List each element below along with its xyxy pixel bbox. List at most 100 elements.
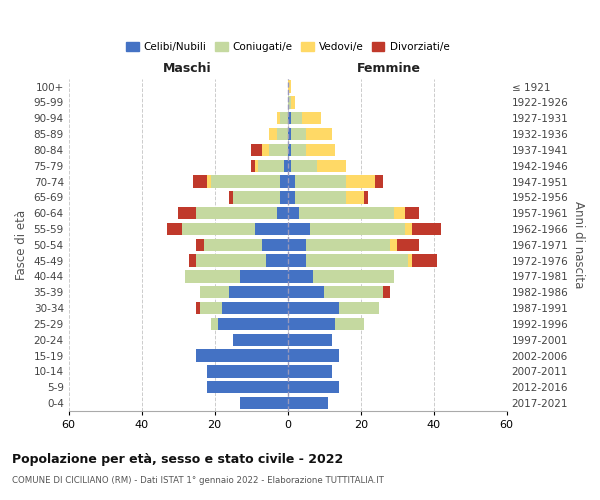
Bar [346, 176, 376, 188]
Bar [204, 238, 262, 251]
Bar [404, 223, 412, 235]
Bar [189, 254, 196, 267]
Bar [280, 112, 287, 124]
Bar [262, 144, 269, 156]
Bar [394, 207, 404, 220]
Bar [292, 160, 317, 172]
Bar [208, 381, 287, 394]
Bar [287, 144, 292, 156]
Bar [193, 176, 208, 188]
Bar [404, 207, 419, 220]
Bar [280, 191, 287, 203]
Bar [299, 207, 394, 220]
Bar [287, 238, 306, 251]
Bar [287, 381, 339, 394]
Y-axis label: Fasce di età: Fasce di età [15, 210, 28, 280]
Bar [412, 254, 437, 267]
Bar [306, 144, 335, 156]
Bar [287, 397, 328, 409]
Bar [167, 223, 182, 235]
Bar [287, 128, 292, 140]
Y-axis label: Anni di nascita: Anni di nascita [572, 201, 585, 288]
Bar [287, 318, 335, 330]
Bar [251, 144, 262, 156]
Bar [302, 112, 320, 124]
Bar [259, 160, 284, 172]
Bar [266, 254, 287, 267]
Bar [222, 302, 287, 314]
Bar [280, 176, 287, 188]
Bar [287, 302, 339, 314]
Bar [306, 254, 408, 267]
Bar [346, 191, 364, 203]
Bar [185, 270, 240, 282]
Bar [287, 286, 324, 298]
Bar [324, 286, 383, 298]
Bar [287, 270, 313, 282]
Bar [287, 80, 292, 93]
Bar [292, 144, 306, 156]
Bar [287, 254, 306, 267]
Bar [310, 223, 404, 235]
Bar [287, 160, 292, 172]
Bar [397, 238, 419, 251]
Text: Maschi: Maschi [163, 62, 211, 76]
Bar [208, 176, 211, 188]
Bar [295, 176, 346, 188]
Bar [292, 96, 295, 108]
Bar [287, 334, 331, 346]
Bar [200, 302, 222, 314]
Bar [390, 238, 397, 251]
Legend: Celibi/Nubili, Coniugati/e, Vedovi/e, Divorziati/e: Celibi/Nubili, Coniugati/e, Vedovi/e, Di… [122, 38, 454, 56]
Bar [229, 191, 233, 203]
Bar [196, 254, 266, 267]
Bar [412, 223, 441, 235]
Bar [251, 160, 255, 172]
Bar [211, 318, 218, 330]
Text: Popolazione per età, sesso e stato civile - 2022: Popolazione per età, sesso e stato civil… [12, 452, 343, 466]
Bar [255, 160, 259, 172]
Bar [196, 350, 287, 362]
Bar [306, 128, 332, 140]
Bar [364, 191, 368, 203]
Bar [287, 223, 310, 235]
Bar [287, 112, 292, 124]
Bar [262, 238, 287, 251]
Bar [196, 238, 204, 251]
Bar [287, 207, 299, 220]
Bar [211, 176, 280, 188]
Bar [240, 270, 287, 282]
Bar [287, 191, 295, 203]
Bar [277, 207, 287, 220]
Bar [269, 144, 287, 156]
Bar [383, 286, 390, 298]
Bar [339, 302, 379, 314]
Bar [196, 302, 200, 314]
Bar [287, 350, 339, 362]
Bar [269, 128, 277, 140]
Bar [200, 286, 229, 298]
Bar [284, 160, 287, 172]
Bar [306, 238, 390, 251]
Bar [287, 365, 331, 378]
Bar [287, 96, 292, 108]
Bar [292, 128, 306, 140]
Text: COMUNE DI CICILIANO (RM) - Dati ISTAT 1° gennaio 2022 - Elaborazione TUTTITALIA.: COMUNE DI CICILIANO (RM) - Dati ISTAT 1°… [12, 476, 384, 485]
Bar [196, 207, 277, 220]
Bar [229, 286, 287, 298]
Bar [182, 223, 255, 235]
Bar [255, 223, 287, 235]
Bar [313, 270, 394, 282]
Bar [178, 207, 196, 220]
Bar [295, 191, 346, 203]
Bar [277, 112, 280, 124]
Bar [218, 318, 287, 330]
Bar [208, 365, 287, 378]
Bar [292, 112, 302, 124]
Bar [240, 397, 287, 409]
Bar [376, 176, 383, 188]
Bar [408, 254, 412, 267]
Bar [287, 176, 295, 188]
Bar [233, 191, 280, 203]
Bar [233, 334, 287, 346]
